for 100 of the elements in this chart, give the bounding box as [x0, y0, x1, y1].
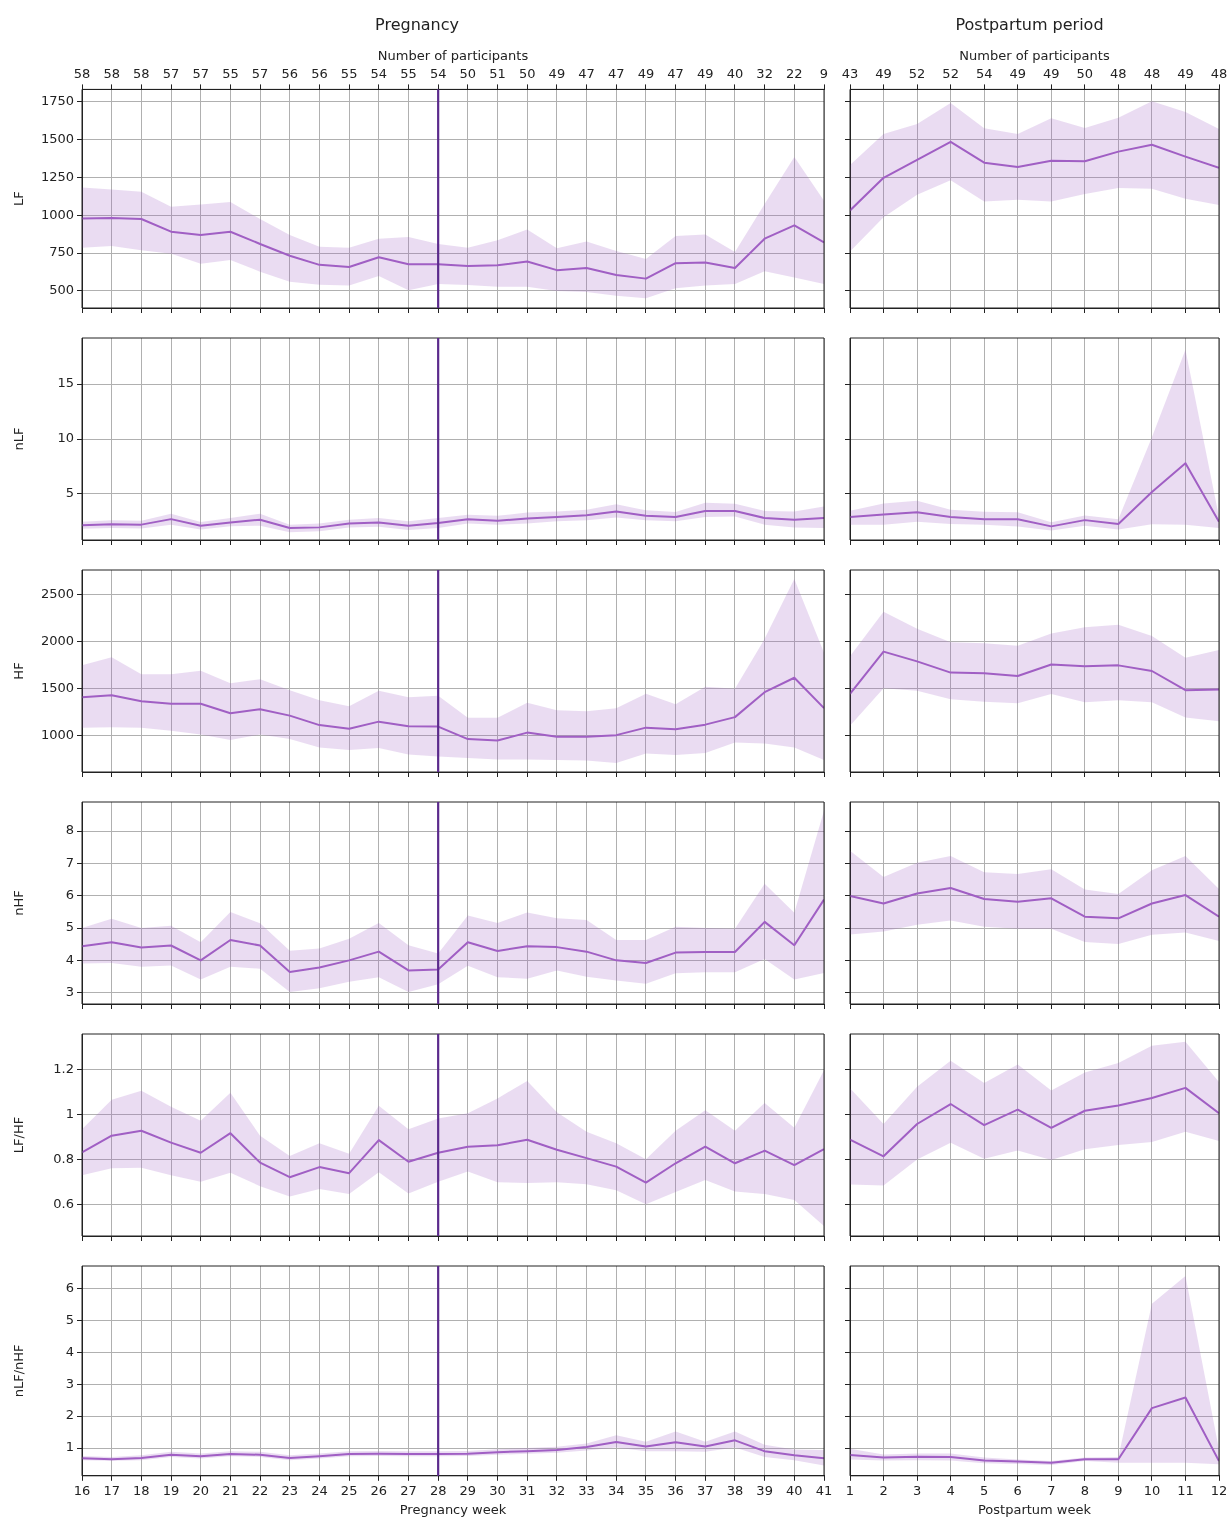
text: 48	[1110, 65, 1127, 81]
y-tick-label: 1	[65, 1106, 74, 1122]
y-tick-label: 8	[65, 822, 74, 838]
y-axis-title: HF	[11, 662, 27, 680]
x-tick-label: 9	[1114, 1482, 1123, 1498]
x-tick-label: 21	[222, 1482, 239, 1498]
y-tick-label: 750	[49, 244, 74, 260]
y-tick-label: 1000	[40, 206, 74, 222]
x-tick-label: 25	[340, 1482, 358, 1498]
x2-axis-title: Number of participants	[959, 48, 1110, 64]
y-axis-title: nHF	[11, 890, 27, 916]
x-tick-label: 22	[251, 1482, 269, 1498]
text: 58	[103, 65, 120, 81]
x-tick-label: 36	[667, 1482, 684, 1498]
x-tick-label: 18	[133, 1482, 150, 1498]
y-tick-label: 1500	[40, 680, 74, 696]
text: 55	[222, 65, 239, 81]
x-axis-title: Pregnancy week	[399, 1501, 507, 1517]
chart-title: Pregnancy	[375, 14, 459, 34]
y-tick-label: 0.8	[53, 1151, 74, 1167]
x-tick-label: 41	[815, 1482, 833, 1498]
y-tick-label: 6	[65, 1279, 74, 1295]
text: 32	[756, 65, 773, 81]
text: 49	[637, 65, 655, 81]
text: 57	[192, 65, 209, 81]
text: 50	[459, 65, 477, 81]
text: 56	[311, 65, 328, 81]
x-tick-label: 24	[311, 1482, 328, 1498]
x-tick-label: 19	[162, 1482, 180, 1498]
x-tick-label: 2	[879, 1482, 888, 1498]
y-tick-label: 1250	[40, 168, 74, 184]
x2-axis-title: Number of participants	[377, 48, 529, 64]
y-axis-title: nLF	[11, 427, 27, 451]
y-tick-label: 5	[65, 1311, 74, 1327]
x-tick-label: 29	[459, 1482, 477, 1498]
x-tick-label: 33	[578, 1482, 595, 1498]
x-tick-label: 3	[912, 1482, 922, 1498]
x-tick-label: 35	[637, 1482, 655, 1498]
text: 43	[841, 65, 859, 81]
text: 57	[162, 65, 180, 81]
text: 9	[819, 65, 829, 81]
x-tick-label: 16	[73, 1482, 91, 1498]
y-tick-label: 15	[57, 375, 74, 391]
y-tick-label: 10	[57, 430, 74, 446]
x-tick-label: 40	[786, 1482, 803, 1498]
x-tick-label: 32	[548, 1482, 566, 1498]
y-tick-label: 0.6	[53, 1195, 74, 1211]
text: 49	[548, 65, 566, 81]
x-tick-label: 26	[370, 1482, 388, 1498]
text: 49	[875, 65, 892, 81]
x-tick-label: 34	[607, 1482, 625, 1498]
text: 55	[400, 65, 417, 81]
x-tick-label: 23	[281, 1482, 299, 1498]
text: 54	[975, 65, 993, 81]
text: 49	[697, 65, 714, 81]
chart-title: Postpartum period	[955, 14, 1104, 34]
x-tick-label: 38	[726, 1482, 744, 1498]
x-tick-label: 30	[489, 1482, 506, 1498]
x-tick-label: 7	[1047, 1482, 1056, 1498]
text: 50	[1076, 65, 1094, 81]
x-tick-label: 28	[429, 1482, 447, 1498]
y-axis-title: nLF/nHF	[11, 1344, 27, 1398]
text: 48	[1210, 65, 1228, 81]
text: 55	[340, 65, 358, 81]
text: 47	[578, 65, 595, 81]
y-tick-label: 2000	[40, 633, 74, 649]
x-tick-label: 6	[1013, 1482, 1022, 1498]
text: 54	[429, 65, 447, 81]
y-tick-label: 3	[65, 984, 74, 1000]
x-tick-label: 10	[1143, 1482, 1161, 1498]
x-tick-label: 31	[518, 1482, 536, 1498]
text: 57	[251, 65, 269, 81]
x-tick-label: 5	[980, 1482, 989, 1498]
y-tick-label: 1500	[40, 130, 74, 146]
text: 49	[1009, 65, 1026, 81]
text: 49	[1177, 65, 1194, 81]
y-tick-label: 1750	[40, 93, 74, 109]
y-tick-label: 5	[65, 919, 74, 935]
text: 51	[489, 65, 506, 81]
y-tick-label: 1000	[40, 726, 74, 742]
y-tick-label: 4	[65, 1343, 74, 1359]
text: 50	[518, 65, 536, 81]
x-tick-label: 1	[845, 1482, 855, 1498]
y-tick-label: 1	[65, 1439, 74, 1455]
y-tick-label: 1.2	[53, 1061, 74, 1077]
y-tick-label: 7	[65, 854, 74, 870]
text: 54	[370, 65, 388, 81]
text: 40	[726, 65, 744, 81]
text: 47	[607, 65, 625, 81]
x-tick-label: 12	[1210, 1482, 1228, 1498]
y-tick-label: 500	[49, 282, 74, 298]
text: 47	[667, 65, 684, 81]
text: 56	[281, 65, 299, 81]
y-tick-label: 2	[65, 1407, 74, 1423]
x-tick-label: 11	[1177, 1482, 1194, 1498]
y-axis-title: LF	[11, 191, 27, 207]
text: 58	[73, 65, 91, 81]
y-tick-label: 3	[65, 1375, 74, 1391]
x-tick-label: 37	[697, 1482, 714, 1498]
text: 22	[786, 65, 803, 81]
